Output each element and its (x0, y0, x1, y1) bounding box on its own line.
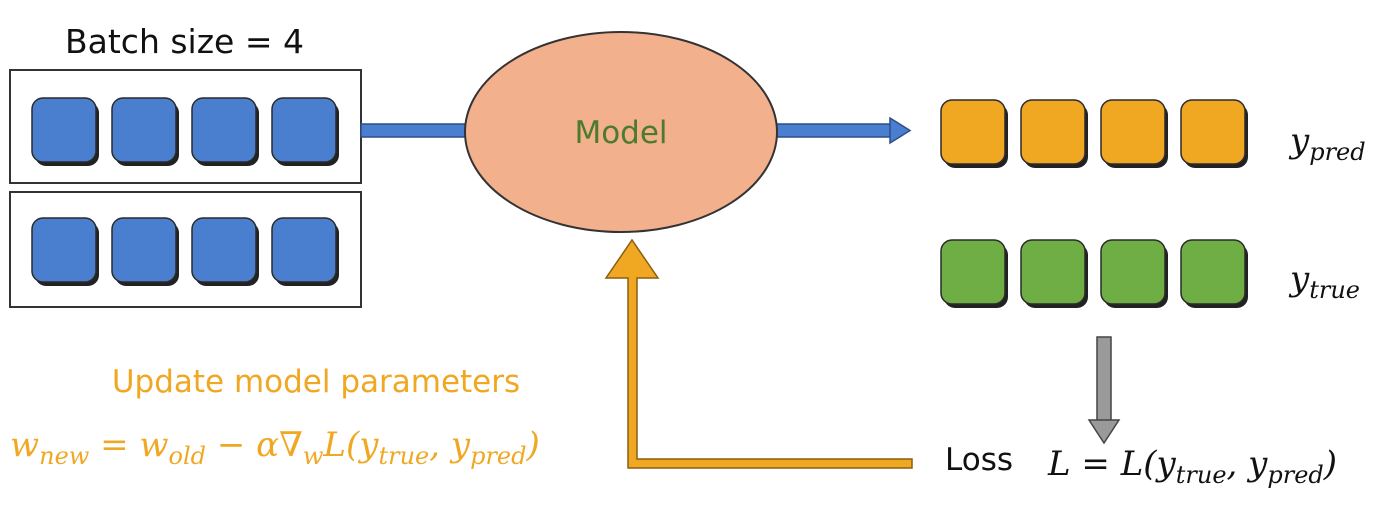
y-true-label: ytrue (1288, 259, 1360, 304)
y-pred-item (1100, 99, 1166, 165)
batch-item-row2 (111, 217, 177, 283)
loss-equation: L = L(ytrue, ypred) (1047, 444, 1337, 489)
loss-down-arrow (1087, 336, 1121, 445)
model-ellipse (464, 31, 778, 233)
y-true-item (1020, 239, 1086, 305)
batch-item-row1 (191, 97, 257, 163)
input-arrow (360, 123, 472, 138)
batch-item-row1 (271, 97, 337, 163)
loss-label: Loss (945, 442, 1013, 478)
y-pred-label: ypred (1288, 121, 1366, 166)
output-arrow (771, 116, 912, 145)
batch-item-row1 (111, 97, 177, 163)
y-pred-item (1020, 99, 1086, 165)
update-equation: wnew = wold − α∇wL(ytrue, ypred) (10, 425, 540, 470)
batch-item-row2 (31, 217, 97, 283)
update-title: Update model parameters (112, 364, 520, 400)
y-pred-cells (940, 99, 1248, 168)
y-pred-item (940, 99, 1006, 165)
batch-cells (31, 97, 339, 286)
model-label: Model (574, 115, 667, 151)
y-true-item (1180, 239, 1246, 305)
batch-item-row2 (191, 217, 257, 283)
batch-item-row2 (271, 217, 337, 283)
batch-size-label: Batch size = 4 (65, 22, 304, 61)
y-true-item (1100, 239, 1166, 305)
batch-item-row1 (31, 97, 97, 163)
update-feedback-arrow (604, 238, 913, 469)
y-pred-item (1180, 99, 1246, 165)
y-true-item (940, 239, 1006, 305)
y-true-cells (940, 239, 1248, 308)
